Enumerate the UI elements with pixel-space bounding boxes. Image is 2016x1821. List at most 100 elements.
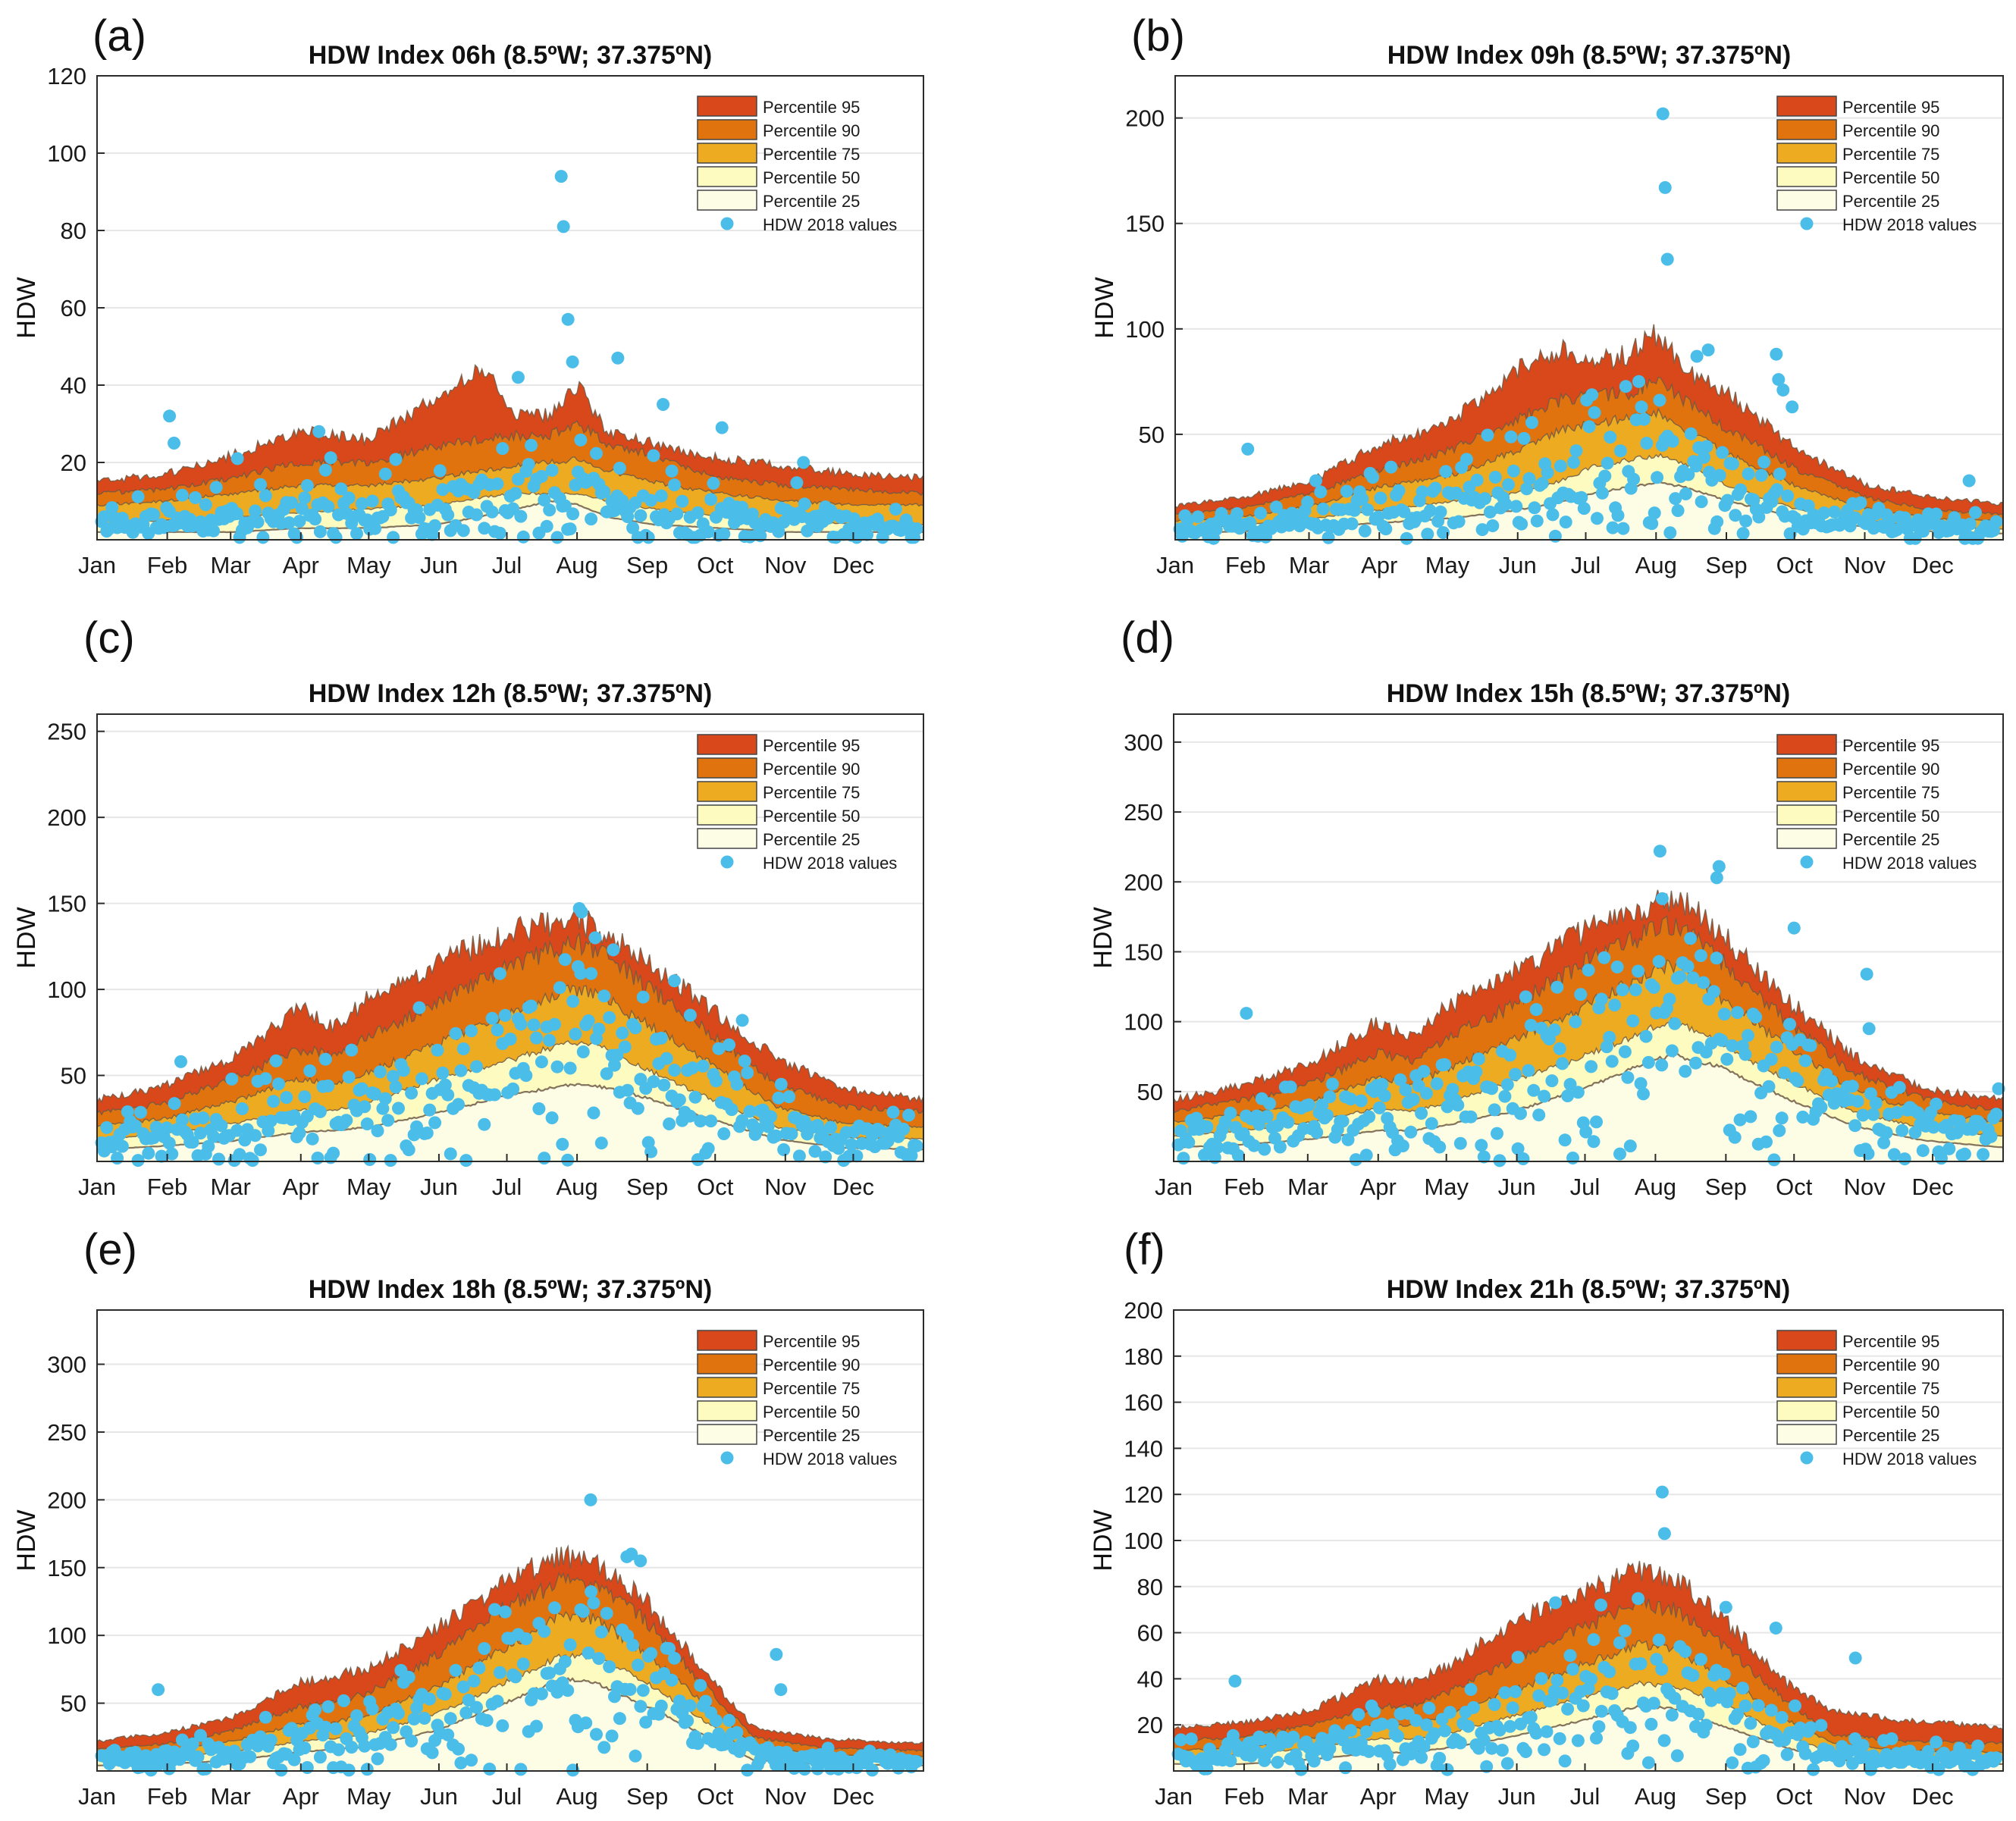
data-point: [1619, 380, 1632, 393]
data-point: [405, 1735, 419, 1747]
data-point: [1731, 1006, 1745, 1020]
data-point: [1439, 465, 1453, 478]
data-point: [696, 1059, 710, 1073]
data-point: [1502, 478, 1515, 491]
percentile-line-25: [1173, 1052, 2004, 1149]
data-point: [1726, 457, 1739, 471]
data-point: [683, 1109, 697, 1123]
data-point: [660, 1052, 673, 1065]
plot-frame: [1174, 75, 2004, 541]
data-point: [1315, 1732, 1329, 1745]
data-point: [1419, 1718, 1433, 1732]
data-point: [423, 1103, 437, 1117]
data-point: [657, 1078, 671, 1092]
data-point: [168, 1097, 181, 1111]
data-point: [743, 1105, 757, 1118]
data-point: [1640, 437, 1654, 450]
data-point: [1670, 1749, 1684, 1763]
data-point: [910, 1139, 923, 1152]
data-point-outlier: [575, 905, 588, 919]
y-tick-label: 60: [1137, 1620, 1163, 1647]
data-point: [1880, 1126, 1893, 1139]
legend-swatch: [1776, 1424, 1837, 1445]
data-point: [1546, 508, 1560, 522]
data-point: [342, 1763, 356, 1777]
data-point: [1545, 1074, 1559, 1088]
data-point: [558, 499, 572, 512]
legend-swatch: [697, 734, 757, 755]
x-tick-label: Nov: [764, 1783, 807, 1810]
data-point: [1798, 1054, 1812, 1067]
data-point: [1890, 523, 1904, 537]
percentile-line-90: [96, 1572, 924, 1752]
data-point-outlier: [1655, 892, 1669, 905]
data-point: [644, 1647, 658, 1660]
data-point: [1556, 1686, 1569, 1700]
x-tick-label: Mar: [1289, 552, 1329, 578]
legend-swatch: [1776, 1330, 1837, 1351]
data-point: [1558, 1133, 1572, 1147]
data-point: [1585, 1060, 1598, 1073]
data-point: [1253, 1117, 1266, 1131]
legend-swatch: [697, 1377, 757, 1398]
data-point: [1263, 1097, 1277, 1111]
data-point: [1601, 456, 1614, 470]
data-point: [311, 1152, 325, 1164]
y-axis-label: HDW: [1089, 907, 1118, 968]
data-point: [209, 481, 223, 494]
data-point: [1861, 1147, 1875, 1161]
data-point: [665, 464, 679, 478]
data-point: [1869, 1096, 1883, 1110]
data-point: [1558, 1754, 1572, 1768]
data-point: [444, 1712, 457, 1725]
data-point-outlier: [1658, 180, 1672, 194]
data-point: [1582, 420, 1596, 434]
x-tick-label: Nov: [1844, 1783, 1886, 1810]
y-tick-label: 300: [47, 1352, 86, 1378]
data-point: [249, 1129, 262, 1142]
data-point: [563, 522, 577, 536]
data-point: [1383, 1757, 1397, 1771]
data-point: [1453, 1136, 1467, 1150]
data-point: [1647, 981, 1660, 994]
data-point: [1321, 1108, 1334, 1122]
data-point: [1452, 515, 1466, 528]
data-point: [1798, 1747, 1812, 1760]
data-point-outlier: [1712, 860, 1726, 873]
data-point: [1361, 503, 1375, 516]
data-point: [1621, 1070, 1635, 1084]
data-point: [259, 1072, 272, 1086]
data-point: [663, 1117, 676, 1130]
data-point: [717, 1127, 731, 1140]
data-point: [1591, 512, 1604, 525]
y-tick-label: 200: [1124, 1297, 1163, 1324]
data-point-outlier: [1690, 349, 1704, 363]
data-point: [866, 1763, 879, 1777]
data-point: [175, 1113, 189, 1127]
data-point: [1958, 1147, 1971, 1161]
data-point: [1679, 487, 1692, 500]
data-point: [207, 524, 221, 538]
data-point: [1548, 529, 1562, 543]
data-point: [230, 1124, 244, 1137]
data-point: [1488, 1103, 1501, 1117]
x-tick-label: Sep: [1705, 1174, 1747, 1200]
data-point: [594, 1625, 608, 1639]
data-point: [454, 1064, 468, 1077]
data-point: [1632, 1592, 1645, 1606]
x-tick-label: May: [1425, 552, 1470, 578]
data-point: [1699, 1719, 1713, 1732]
data-point: [1434, 505, 1447, 519]
data-point: [608, 504, 621, 518]
data-point: [264, 1733, 277, 1747]
data-point: [1287, 1730, 1300, 1744]
data-point: [287, 1753, 301, 1766]
data-point: [1344, 1092, 1357, 1106]
data-point: [1773, 467, 1786, 481]
legend-swatch: [697, 166, 757, 187]
y-tick-label: 50: [61, 1063, 86, 1089]
data-point: [509, 1670, 522, 1684]
data-point: [389, 453, 403, 466]
data-point: [1478, 492, 1491, 506]
data-point: [1500, 1078, 1514, 1092]
